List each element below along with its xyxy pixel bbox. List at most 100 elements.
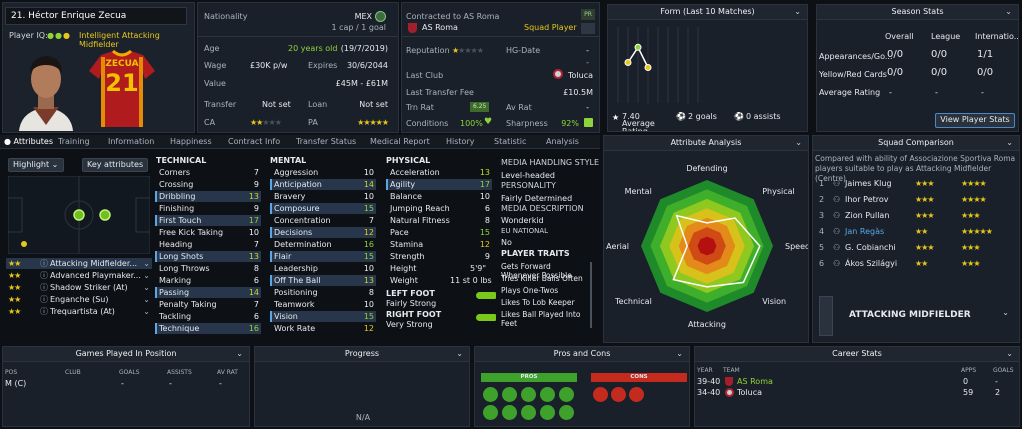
chevron-down-icon[interactable]: ⌄	[143, 271, 150, 280]
info-icon[interactable]: ⓘ	[40, 307, 48, 316]
squad-player-name[interactable]: G. Cobianchi	[845, 243, 896, 252]
attribute-row[interactable]: Free Kick Taking 10	[155, 227, 261, 238]
chevron-down-icon[interactable]: ⌄	[1002, 308, 1009, 317]
attribute-row[interactable]: Stamina 12	[386, 239, 492, 250]
attribute-row[interactable]: Long Shots 13	[155, 251, 261, 262]
attribute-row[interactable]: Crossing 9	[155, 179, 261, 190]
view-player-stats-button[interactable]: View Player Stats	[935, 113, 1015, 128]
squad-item[interactable]: 1 ⚇ Jaimes Klug ★★★ ★★★★	[815, 178, 1017, 190]
form-point[interactable]	[634, 43, 642, 51]
chevron-down-icon[interactable]: ⌄	[143, 307, 150, 316]
squad-player-name[interactable]: Jan Regàs	[845, 227, 885, 236]
chevron-down-icon[interactable]: ⌄	[1006, 349, 1013, 358]
attribute-row[interactable]: Work Rate 12	[270, 323, 376, 334]
tab-attributes[interactable]: ● Attributes	[4, 137, 54, 146]
attribute-row[interactable]: Heading 7	[155, 239, 261, 250]
pro-icon[interactable]	[540, 405, 555, 420]
attribute-row[interactable]: Vision 15	[270, 311, 376, 322]
trait-item[interactable]: Tries Killer Balls Often	[501, 274, 583, 283]
last-club-value[interactable]: Toluca	[567, 71, 593, 80]
info-icon[interactable]: ⓘ	[40, 271, 48, 280]
info-icon[interactable]: ⓘ	[40, 283, 48, 292]
tab-history[interactable]: History	[446, 137, 475, 146]
tab-transfer-status[interactable]: Transfer Status	[296, 137, 357, 146]
con-icon[interactable]	[593, 387, 608, 402]
role-item[interactable]: ★★ ⓘ Attacking Midfielder... ⌄	[6, 258, 152, 269]
key-attributes-dropdown[interactable]: Key attributes ⌄	[82, 158, 148, 181]
chevron-down-icon[interactable]: ⌄	[143, 283, 150, 292]
squad-player-name[interactable]: Zion Pullan	[845, 211, 890, 220]
tab-analysis[interactable]: Analysis	[546, 137, 579, 146]
attribute-row[interactable]: First Touch 17	[155, 215, 261, 226]
attribute-row[interactable]: Decisions 12	[270, 227, 376, 238]
attribute-row[interactable]: Agility 17	[386, 179, 492, 190]
attribute-row[interactable]: Jumping Reach 6	[386, 203, 492, 214]
attribute-row[interactable]: Tackling 6	[155, 311, 261, 322]
pro-icon[interactable]	[483, 387, 498, 402]
squad-item[interactable]: 3 ⚇ Zion Pullan ★★★ ★★★	[815, 210, 1017, 222]
role-item[interactable]: ★★ ⓘ Shadow Striker (At) ⌄	[6, 282, 152, 293]
attribute-row[interactable]: Acceleration 13	[386, 167, 492, 178]
traits-scrollbar[interactable]	[590, 262, 592, 328]
club-name[interactable]: AS Roma	[422, 23, 458, 32]
attribute-row[interactable]: Determination 16	[270, 239, 376, 250]
role-item[interactable]: ★★ ⓘ Enganche (Su) ⌄	[6, 294, 152, 305]
con-icon[interactable]	[629, 387, 644, 402]
attribute-row[interactable]: Anticipation 14	[270, 179, 376, 190]
squad-player-name[interactable]: Ákos Szilágyi	[845, 259, 898, 268]
form-point[interactable]	[624, 59, 632, 66]
career-team[interactable]: Toluca	[737, 388, 763, 397]
chevron-down-icon[interactable]: ⌄	[143, 295, 150, 304]
info-icon[interactable]: ⓘ	[40, 259, 48, 268]
chevron-down-icon[interactable]: ⌄	[794, 7, 801, 16]
trait-item[interactable]: Likes To Lob Keeper	[501, 298, 575, 307]
tab-training[interactable]: Training	[58, 137, 90, 146]
squad-item[interactable]: 4 ⚇ Jan Regàs ★★ ★★★★★	[815, 226, 1017, 238]
attribute-row[interactable]: Marking 6	[155, 275, 261, 286]
attribute-row[interactable]: Finishing 9	[155, 203, 261, 214]
chevron-down-icon[interactable]: ⌄	[1006, 138, 1013, 147]
squad-item[interactable]: 6 ⚇ Ákos Szilágyi ★★ ★★★	[815, 258, 1017, 270]
attribute-row[interactable]: Penalty Taking 7	[155, 299, 261, 310]
tab-medical-report[interactable]: Medical Report	[370, 137, 430, 146]
trait-item[interactable]: Likes Ball Played Into Feet	[501, 310, 581, 328]
attribute-row[interactable]: Leadership 10	[270, 263, 376, 274]
tab-information[interactable]: Information	[108, 137, 155, 146]
pro-icon[interactable]	[502, 387, 517, 402]
chevron-down-icon[interactable]: ⌄	[1005, 7, 1012, 16]
attribute-row[interactable]: Off The Ball 13	[270, 275, 376, 286]
tab-happiness[interactable]: Happiness	[170, 137, 212, 146]
pro-icon[interactable]	[483, 405, 498, 420]
attribute-row[interactable]: Flair 15	[270, 251, 376, 262]
info-icon[interactable]: ⓘ	[40, 295, 48, 304]
attribute-row[interactable]: Technique 16	[155, 323, 261, 334]
attribute-row[interactable]: Teamwork 10	[270, 299, 376, 310]
pro-icon[interactable]	[559, 387, 574, 402]
pro-icon[interactable]	[521, 405, 536, 420]
attribute-row[interactable]: Concentration 7	[270, 215, 376, 226]
attribute-row[interactable]: Pace 15	[386, 227, 492, 238]
squad-item[interactable]: 5 ⚇ G. Cobianchi ★★★ ★★★	[815, 242, 1017, 254]
attribute-row[interactable]: Positioning 8	[270, 287, 376, 298]
tab-contract-info[interactable]: Contract Info	[228, 137, 281, 146]
attribute-row[interactable]: Dribbling 13	[155, 191, 261, 202]
squad-player-name[interactable]: Jaimes Klug	[845, 179, 892, 188]
attribute-row[interactable]: Corners 7	[155, 167, 261, 178]
chevron-down-icon[interactable]: ⌄	[456, 349, 463, 358]
highlight-dropdown[interactable]: Highlight ⌄	[8, 158, 64, 172]
attribute-row[interactable]: Bravery 10	[270, 191, 376, 202]
chevron-down-icon[interactable]: ⌄	[143, 259, 150, 268]
attribute-row[interactable]: Aggression 10	[270, 167, 376, 178]
pro-icon[interactable]	[521, 387, 536, 402]
squad-player-name[interactable]: Ihor Petrov	[845, 195, 889, 204]
pro-icon[interactable]	[559, 405, 574, 420]
attribute-row[interactable]: Long Throws 8	[155, 263, 261, 274]
attribute-row[interactable]: Natural Fitness 8	[386, 215, 492, 226]
chevron-down-icon[interactable]: ⌄	[676, 349, 683, 358]
player-name[interactable]: 21. Héctor Enrique Zecua	[11, 11, 127, 21]
career-team[interactable]: AS Roma	[737, 377, 773, 386]
attribute-row[interactable]: Composure 15	[270, 203, 376, 214]
attribute-row[interactable]: Strength 9	[386, 251, 492, 262]
nationality-value[interactable]: MEX	[354, 12, 372, 21]
trait-item[interactable]: Gets Forward Whenever Possible	[501, 262, 572, 280]
